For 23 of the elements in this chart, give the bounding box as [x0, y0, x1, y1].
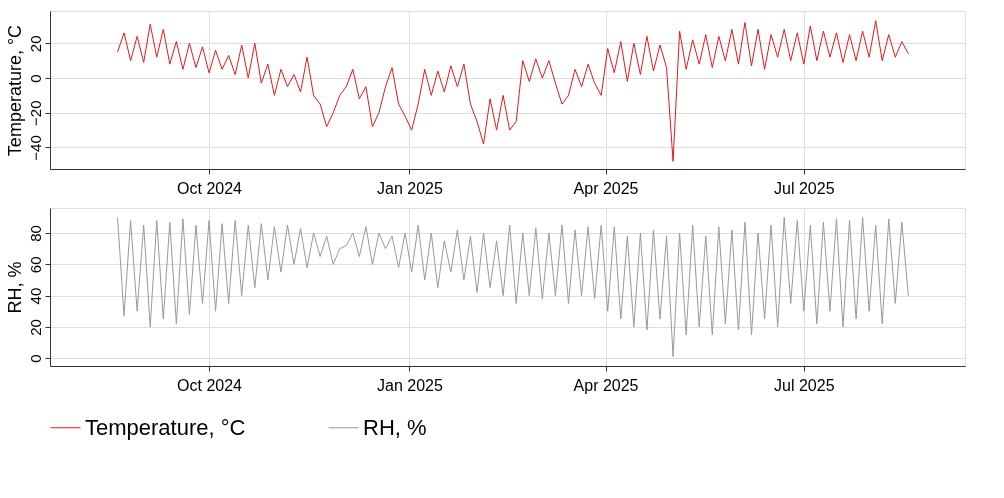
y-tick-label: 80: [26, 225, 44, 242]
x-tick-label: Apr 2025: [573, 376, 639, 394]
y-tick-label: 20: [26, 319, 44, 336]
x-tick-label: Oct 2024: [177, 179, 243, 197]
legend-label: RH, %: [363, 414, 427, 440]
x-tick-label: Oct 2024: [177, 376, 243, 394]
line-series: [117, 216, 909, 358]
y-tick-label: 60: [26, 256, 44, 274]
y-axis-title: Temperature, °C: [4, 24, 25, 157]
x-tick-label: Jul 2025: [774, 376, 835, 394]
y-tick-label: −20: [26, 100, 44, 126]
x-tick-label: Apr 2025: [573, 179, 639, 197]
y-tick-label: 0: [26, 354, 44, 363]
x-tick-label: Jan 2025: [377, 376, 443, 394]
y-axis-title: RH, %: [4, 261, 25, 314]
y-tick-label: −40: [26, 135, 44, 161]
y-tick-label: 40: [26, 287, 44, 305]
x-tick-label: Jul 2025: [774, 179, 835, 197]
y-tick-label: 20: [26, 35, 44, 53]
x-tick-label: Jan 2025: [377, 179, 443, 197]
y-tick-label: 0: [26, 74, 44, 83]
line-series: [117, 20, 909, 162]
legend-label: Temperature, °C: [85, 414, 246, 440]
